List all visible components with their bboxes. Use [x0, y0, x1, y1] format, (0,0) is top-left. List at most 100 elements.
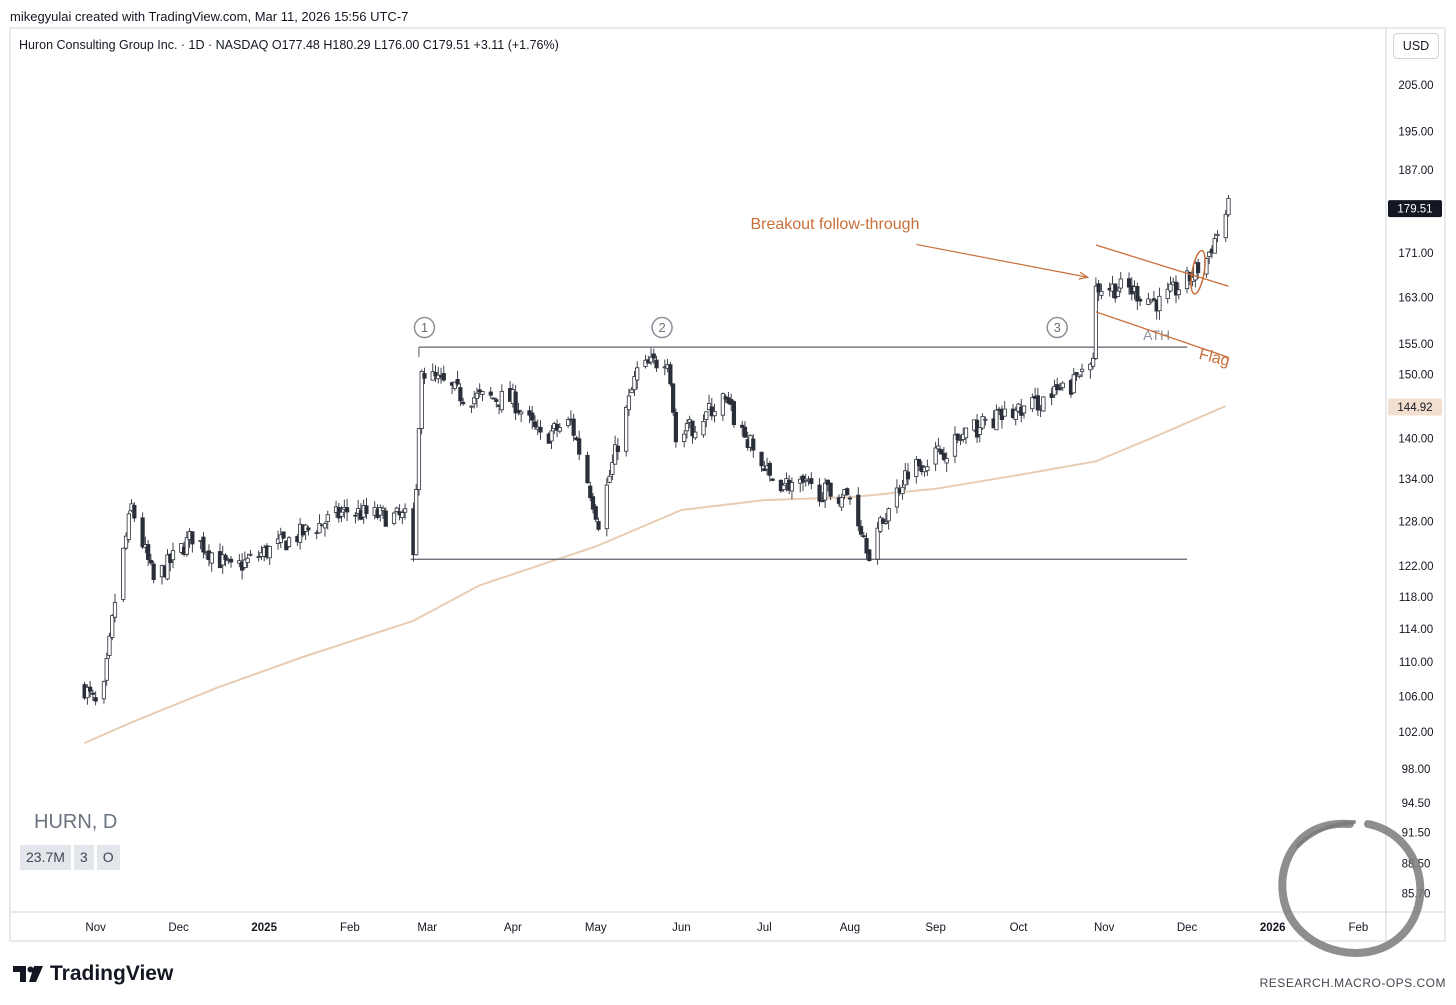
breakout-arrow-head: [1078, 271, 1090, 280]
candle-body: [593, 506, 598, 520]
time-tick-label: Oct: [1010, 922, 1029, 934]
indicator-count-pill[interactable]: 3: [73, 845, 94, 870]
ohlc-open: O177.48: [271, 38, 320, 52]
candle-body: [839, 497, 844, 508]
breakout-arrow-line: [916, 243, 1088, 278]
candle-body: [1226, 198, 1231, 216]
candle-body: [867, 549, 872, 561]
currency-button[interactable]: USD: [1393, 33, 1439, 59]
candle-body: [557, 427, 562, 432]
candle-body: [519, 411, 524, 415]
candle-body: [121, 547, 126, 600]
price-tick-label: 150.00: [1398, 370, 1433, 382]
candle-body: [626, 395, 632, 411]
candle-body: [1088, 363, 1093, 371]
candle-body: [378, 507, 383, 516]
candle-body: [422, 373, 427, 379]
candle-body: [455, 379, 460, 385]
candle-body: [165, 554, 170, 580]
candle-body: [654, 359, 659, 369]
candle-body: [281, 531, 286, 539]
candle-body: [610, 462, 615, 475]
candle-body: [1030, 397, 1035, 410]
candle-body: [403, 508, 408, 513]
candle-body: [883, 521, 888, 524]
time-axis[interactable]: Nov Dec 2025 Feb Mar Apr May Jun Jul Aug Sep Oct Nov…: [85, 922, 1368, 934]
candle-body: [770, 478, 775, 481]
candle-body: [1093, 285, 1098, 359]
candle-body: [126, 513, 131, 540]
open-pill[interactable]: O: [96, 845, 120, 870]
candle-body: [740, 424, 745, 428]
candle-body: [383, 510, 388, 527]
candle-body: [491, 397, 496, 400]
tradingview-logo-text: TradingView: [50, 962, 174, 985]
candle-body: [958, 439, 963, 441]
candle-body: [209, 552, 214, 564]
touch-marker-circle: [1046, 316, 1068, 339]
price-tick-label: 171.00: [1398, 248, 1433, 260]
candle-body: [530, 412, 535, 421]
candle-body: [704, 411, 709, 420]
candle-body: [1168, 283, 1173, 292]
candle-body: [242, 559, 247, 568]
price-tick-label: 102.00: [1398, 727, 1433, 739]
candle-body: [668, 364, 673, 385]
candle-body: [223, 554, 228, 560]
time-tick-label: Mar: [417, 922, 437, 934]
macro-ops-ouroboros-logo: [1278, 819, 1425, 957]
price-axis[interactable]: 205.00 195.00 187.00 171.00 163.00 155.00 150.…: [1388, 80, 1442, 900]
candle-body: [458, 387, 463, 402]
candle-body: [939, 449, 944, 455]
candle-body: [1096, 283, 1101, 293]
last-price-badge-bg: [1388, 200, 1442, 218]
moving-average-badge: 144.92: [1397, 402, 1432, 414]
flag-label: Flag: [1197, 346, 1231, 370]
candle-body: [856, 494, 861, 527]
candle-body: [151, 563, 156, 581]
candle-body: [184, 537, 189, 555]
candle-body: [1060, 382, 1065, 389]
price-tick-label: 163.00: [1398, 293, 1433, 305]
candle-body: [693, 431, 698, 439]
moving-average-200: [84, 405, 1227, 744]
logo-ring: [1278, 819, 1425, 957]
chart-frame: [9, 27, 1446, 942]
candle-body: [955, 433, 960, 441]
volume-pill[interactable]: 23.7M: [20, 845, 71, 870]
candle-body: [104, 658, 109, 681]
candle-body: [469, 405, 474, 408]
touch-marker-label: 1: [421, 320, 428, 335]
candle-body: [1215, 233, 1220, 236]
candle-body: [604, 484, 609, 530]
candle-body: [1135, 286, 1140, 302]
price-tick-label: 98.00: [1402, 764, 1431, 776]
price-tick-label: 187.00: [1398, 165, 1433, 177]
time-tick-label: Feb: [1348, 922, 1368, 934]
candle-body: [1149, 299, 1154, 303]
candle-body: [845, 488, 850, 496]
candle-body: [886, 508, 891, 522]
candle-body: [751, 438, 756, 451]
moving-average-badge-bg: [1388, 398, 1442, 416]
candle-body: [339, 511, 344, 517]
candle-body: [635, 367, 640, 381]
tradingview-logo: TradingView: [12, 962, 173, 986]
candle-body: [474, 392, 480, 400]
candle-body: [538, 426, 543, 433]
candle-body: [673, 411, 678, 443]
ohlc-high: H180.29: [323, 38, 371, 52]
candle-body: [759, 451, 764, 467]
last-price-badge: 179.51: [1397, 204, 1432, 216]
candle-body: [588, 485, 593, 499]
time-tick-label: Feb: [340, 922, 360, 934]
candle-body: [590, 496, 596, 510]
candle-body: [391, 512, 397, 524]
candle-body: [1035, 395, 1040, 411]
candle-body: [256, 556, 261, 558]
candle-body: [477, 389, 482, 393]
candle-body: [742, 426, 748, 438]
candle-body: [682, 433, 687, 442]
time-tick-label: Dec: [1177, 922, 1198, 934]
